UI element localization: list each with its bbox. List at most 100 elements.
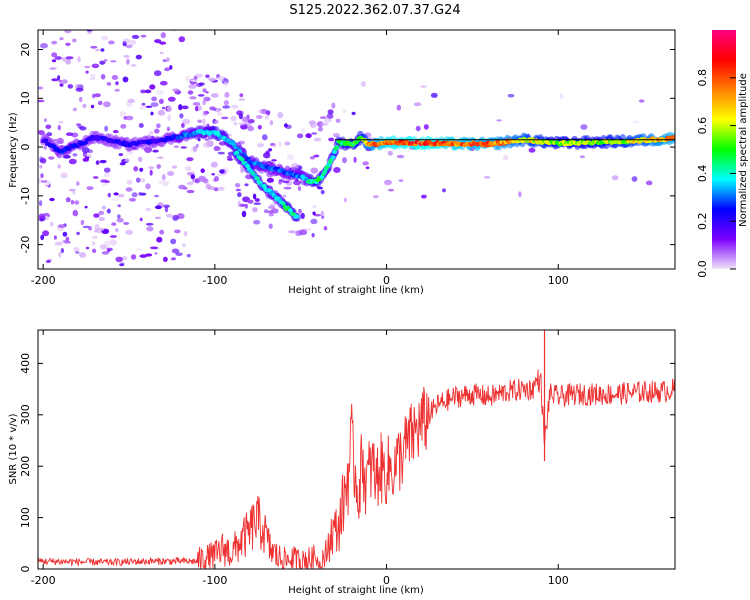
spectrogram-noise-mark — [421, 194, 427, 199]
spectrogram-y-tick-label: -10 — [19, 187, 32, 205]
spectrogram-noise-mark — [269, 142, 276, 147]
spectrogram-noise-mark — [62, 231, 68, 237]
spectrogram-noise-mark — [117, 193, 125, 197]
spectrogram-noise-mark — [79, 96, 83, 103]
snr-x-tick-label: 0 — [383, 574, 390, 587]
spectrogram-noise-mark — [149, 169, 153, 176]
spectrogram-noise-mark — [396, 104, 401, 111]
spectrogram-noise-mark — [182, 118, 191, 125]
spectrogram-noise-mark — [125, 44, 133, 49]
spectrogram-noise-mark — [188, 84, 197, 89]
spectrogram-noise-mark — [161, 106, 166, 110]
spectrogram-noise-mark — [267, 210, 275, 214]
spectrogram-noise-mark — [320, 189, 325, 195]
spectrogram-noise-mark — [332, 133, 340, 138]
spectrogram-noise-mark — [85, 246, 90, 250]
spectrogram-noise-mark — [51, 78, 59, 82]
spectrogram-noise-mark — [200, 168, 205, 173]
spectrogram-noise-mark — [58, 79, 63, 83]
spectrogram-noise-mark — [197, 94, 205, 97]
spectrogram-noise-mark — [39, 164, 43, 169]
spectrogram-noise-mark — [198, 82, 205, 86]
spectrogram-noise-mark — [269, 203, 276, 208]
spectrogram-noise-mark — [362, 161, 369, 166]
spectrogram-y-axis-title: Frequency (Hz) — [8, 112, 19, 188]
spectrogram-noise-mark — [645, 180, 653, 186]
spectrogram-noise-mark — [190, 174, 195, 180]
spectrogram-noise-mark — [365, 166, 370, 170]
spectrogram-noise-mark — [296, 133, 304, 139]
spectrogram-noise-mark — [360, 81, 366, 87]
spectrogram-y-ticks: -20 -10 0 10 20 — [19, 43, 675, 254]
ridge-core-mark — [330, 155, 336, 160]
colorbar-tick-label: 0.4 — [696, 165, 709, 183]
snr-x-tick-label: 100 — [548, 574, 569, 587]
spectrogram-noise-mark — [230, 115, 237, 122]
spectrogram-noise-mark — [64, 30, 72, 34]
spectrogram-noise-mark — [109, 235, 117, 238]
spectrogram-noise-mark — [266, 177, 274, 183]
spectrogram-noise-mark — [148, 130, 154, 135]
spectrogram-noise-mark — [170, 238, 177, 245]
spectrogram-noise-mark — [45, 124, 52, 130]
spectrogram-noise-mark — [40, 180, 48, 183]
spectrogram-noise-mark — [313, 137, 322, 142]
spectrogram-noise-mark — [286, 154, 295, 161]
spectrogram-noise-mark — [127, 98, 135, 104]
spectrogram-noise-mark — [57, 224, 66, 229]
spectrogram-noise-mark — [331, 102, 336, 109]
spectrogram-noise-mark — [58, 251, 62, 258]
spectrogram-noise-mark — [158, 98, 164, 105]
spectrogram-y-tick-label: -20 — [19, 236, 32, 254]
snr-x-ticks: -200 -100 0 100 — [31, 330, 569, 587]
spectrogram-noise-mark — [99, 159, 107, 164]
spectrogram-noise-mark — [100, 179, 108, 183]
spectrogram-noise-mark — [57, 164, 61, 169]
spectrogram-noise-mark — [185, 75, 190, 82]
spectrogram-noise-mark — [154, 194, 159, 198]
spectrogram-noise-mark — [103, 167, 111, 173]
spectrogram-noise-mark — [559, 93, 564, 99]
spectrogram-noise-mark — [219, 77, 224, 82]
spectrogram-noise-mark — [192, 145, 198, 152]
spectrogram-noise-mark — [183, 230, 188, 237]
spectrogram-noise-mark — [157, 109, 166, 116]
spectrogram-noise-mark — [115, 228, 119, 232]
colorbar-tick-label: 0.0 — [696, 260, 709, 278]
spectrogram-noise-mark — [38, 130, 44, 133]
spectrogram-noise-mark — [255, 115, 263, 119]
spectrogram-noise-mark — [158, 156, 164, 159]
spectrogram-noise-mark — [195, 143, 199, 148]
spectrogram-noise-mark — [171, 257, 176, 261]
spectrogram-noise-mark — [77, 56, 81, 63]
spectrogram-noise-mark — [128, 197, 137, 202]
spectrogram-noise-mark — [631, 176, 638, 182]
spectrogram-noise-mark — [122, 256, 128, 261]
spectrogram-noise-mark — [343, 197, 347, 203]
spectrogram-noise-mark — [175, 252, 183, 256]
spectrogram-noise-mark — [156, 236, 163, 243]
spectrogram-noise-mark — [91, 63, 100, 69]
spectrogram-noise-mark — [51, 40, 58, 45]
spectrogram-noise-mark — [202, 142, 211, 148]
spectrogram-noise-mark — [67, 84, 74, 89]
spectrogram-noise-mark — [222, 105, 231, 109]
spectrogram-noise-mark — [145, 105, 153, 109]
spectrogram-noise-mark — [76, 181, 80, 187]
spectrogram-noise-mark — [335, 118, 341, 124]
spectrogram-noise-mark — [107, 192, 112, 198]
spectrogram-noise-mark — [90, 104, 95, 109]
spectrogram-noise-mark — [235, 188, 241, 192]
spectrogram-noise-mark — [126, 58, 130, 65]
spectrogram-noise-mark — [214, 175, 220, 182]
spectrogram-noise-mark — [40, 173, 44, 179]
snr-y-tick-label: 100 — [19, 507, 32, 528]
spectrogram-noise-mark — [166, 57, 170, 62]
spectrogram-noise-mark — [223, 81, 228, 88]
spectrogram-noise-mark — [60, 247, 64, 254]
spectrogram-noise-mark — [396, 154, 405, 159]
spectrogram-noise-mark — [253, 202, 262, 205]
ridge-core-mark — [322, 169, 328, 174]
spectrogram-noise-mark — [239, 93, 244, 98]
spectrogram-noise-mark — [182, 243, 186, 248]
